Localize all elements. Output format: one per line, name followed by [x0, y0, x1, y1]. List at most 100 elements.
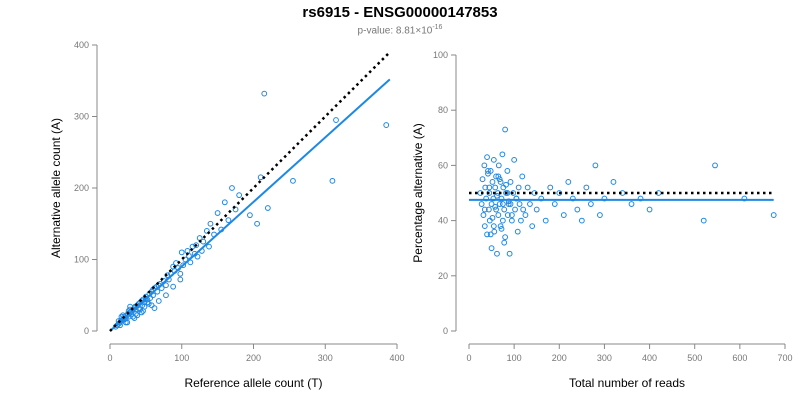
data-point [513, 195, 520, 202]
data-point [151, 305, 158, 312]
data-point [490, 223, 497, 230]
data-point [492, 203, 499, 210]
data-point [511, 156, 518, 163]
data-point [494, 192, 500, 199]
data-point [522, 212, 529, 218]
data-point [496, 201, 503, 207]
data-point [134, 312, 141, 319]
data-point [512, 206, 518, 213]
data-point [578, 217, 585, 224]
data-point [505, 201, 512, 207]
data-point [482, 184, 489, 191]
data-point [155, 298, 162, 304]
data-point [504, 168, 511, 174]
x-tick-label: 400 [642, 353, 657, 363]
x-tick-label: 300 [318, 353, 333, 363]
x-tick-label: 400 [389, 353, 404, 363]
x-axis-label: Total number of reads [569, 376, 685, 390]
reference-line [109, 52, 390, 332]
data-point [254, 220, 260, 227]
data-point [481, 206, 488, 213]
y-tick-label: 40 [438, 216, 448, 226]
data-point [486, 217, 493, 224]
y-tick-label: 20 [438, 271, 448, 281]
data-point [290, 177, 296, 184]
data-point [479, 176, 486, 183]
y-tick-label: 0 [443, 326, 448, 336]
data-point [520, 206, 527, 213]
data-point [628, 201, 635, 207]
data-point [498, 195, 505, 202]
y-tick-label: 200 [74, 183, 89, 193]
data-point [485, 168, 491, 174]
data-point [514, 228, 521, 235]
data-point [592, 162, 599, 169]
data-point [495, 162, 502, 169]
data-point [565, 179, 572, 185]
data-point [493, 173, 499, 180]
data-point [221, 199, 228, 206]
data-point [484, 154, 490, 161]
data-point [597, 212, 603, 218]
data-point [542, 217, 549, 224]
data-point [560, 212, 567, 218]
x-axis-label: Reference allele count (T) [184, 376, 322, 390]
data-point [515, 184, 522, 191]
y-tick-label: 100 [74, 255, 89, 265]
data-point [225, 217, 232, 224]
p-value-exponent: -16 [432, 24, 443, 31]
y-tick-label: 300 [74, 112, 89, 122]
data-point [489, 214, 496, 221]
data-point [502, 126, 509, 133]
data-point [137, 306, 144, 313]
data-point [486, 184, 493, 191]
data-point [533, 206, 540, 213]
data-point [502, 234, 509, 241]
data-point [206, 243, 212, 250]
y-axis-label: Percentage alternative (A) [411, 123, 425, 262]
data-point [124, 319, 131, 326]
data-point [484, 231, 490, 238]
data-point [712, 162, 718, 169]
data-point [507, 201, 514, 207]
data-point [207, 220, 214, 227]
data-point [495, 173, 502, 180]
data-point [610, 179, 617, 185]
y-axis-label: Alternative allele count (A) [49, 118, 63, 258]
data-point [203, 228, 210, 234]
data-point [516, 201, 523, 207]
data-point [163, 282, 169, 289]
data-point [488, 245, 495, 252]
data-point [186, 253, 192, 259]
data-point [700, 217, 707, 224]
data-points [477, 126, 777, 257]
data-point [519, 173, 526, 180]
data-point [497, 223, 504, 230]
data-point [637, 195, 644, 202]
x-tick-label: 200 [552, 353, 567, 363]
data-point [214, 210, 221, 216]
data-point [329, 177, 336, 184]
data-point [486, 190, 493, 196]
data-point [264, 205, 271, 211]
data-point [177, 270, 184, 277]
data-point [601, 195, 608, 202]
data-point [333, 117, 339, 123]
data-point [498, 225, 505, 232]
data-point [538, 195, 545, 202]
data-point [178, 249, 185, 256]
data-point [383, 122, 390, 128]
data-point [646, 206, 653, 213]
data-point [499, 201, 506, 207]
data-point [551, 201, 558, 207]
data-point [529, 223, 536, 230]
data-point [508, 212, 515, 218]
data-point [547, 184, 554, 191]
data-point [501, 239, 508, 246]
data-point [489, 179, 496, 185]
data-point [527, 201, 533, 207]
data-point [741, 195, 748, 202]
x-tick-label: 500 [687, 353, 702, 363]
